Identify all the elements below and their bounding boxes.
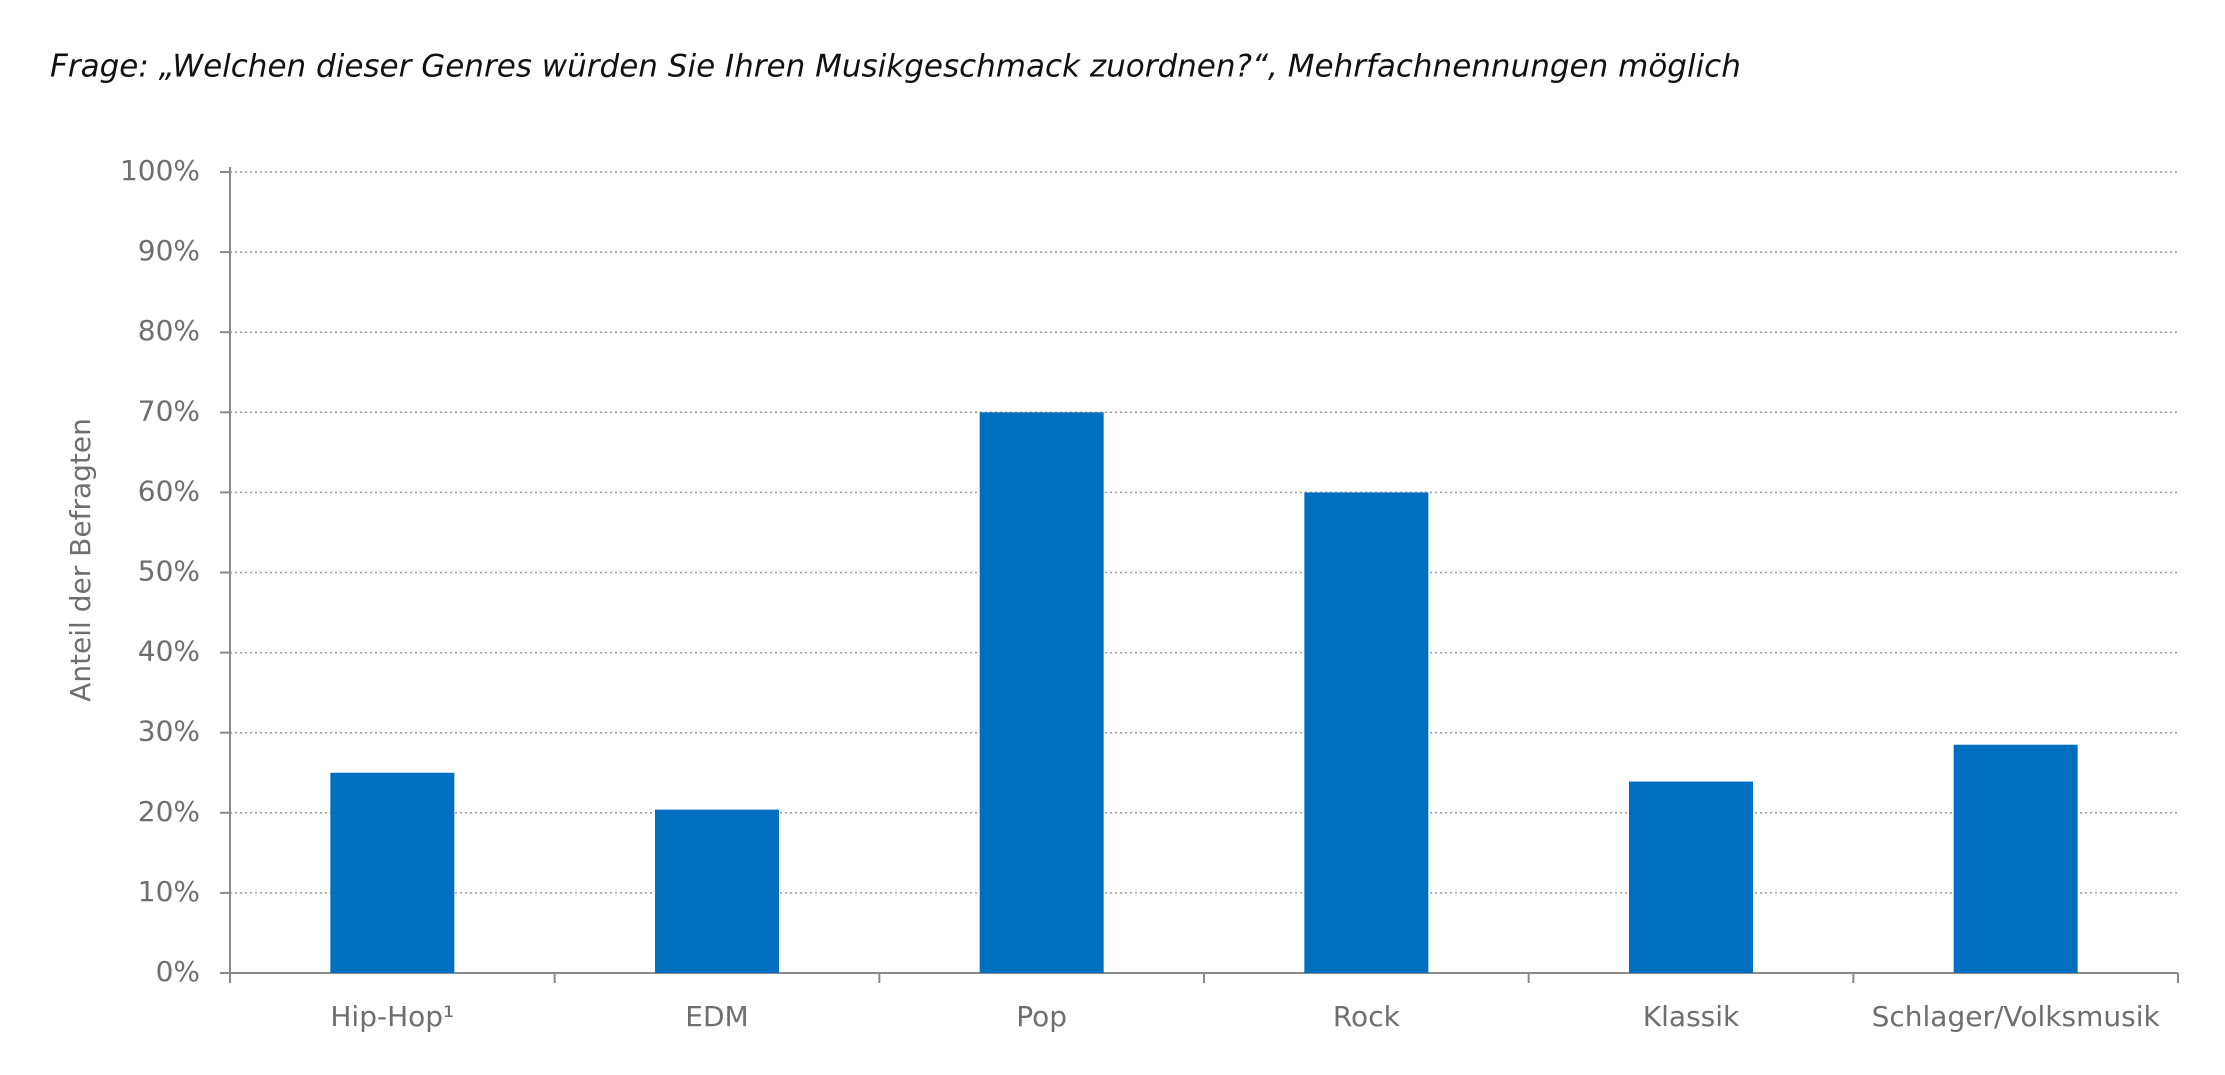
bar	[330, 772, 455, 973]
chart-title: Frage: „Welchen dieser Genres würden Sie…	[50, 49, 1741, 85]
y-tick-label: 30%	[138, 715, 200, 748]
x-tick-label: Schlager/Volksmusik	[1872, 1000, 2161, 1033]
bar	[1304, 492, 1429, 973]
y-tick-label: 70%	[138, 394, 200, 427]
y-tick-label: 0%	[156, 955, 200, 988]
y-tick-label: 80%	[138, 314, 200, 347]
x-tick-label: Hip-Hop¹	[330, 1000, 454, 1033]
y-tick-label: 100%	[120, 154, 200, 187]
x-tick-label: Klassik	[1643, 1000, 1740, 1033]
x-tick-label: Rock	[1333, 1000, 1401, 1033]
y-tick-label: 20%	[138, 795, 200, 828]
x-tick-label: Pop	[1016, 1000, 1067, 1033]
y-tick-label: 10%	[138, 875, 200, 908]
x-tick-label: EDM	[685, 1000, 748, 1033]
y-tick-label: 60%	[138, 474, 200, 507]
bar	[1629, 781, 1753, 973]
y-tick-label: 40%	[138, 635, 200, 668]
bar	[1953, 744, 2078, 973]
y-axis-label: Anteil der Befragten	[64, 418, 97, 702]
y-tick-label: 50%	[138, 555, 200, 588]
y-tick-label: 90%	[138, 234, 200, 267]
bar	[979, 412, 1104, 973]
bar	[655, 809, 779, 973]
